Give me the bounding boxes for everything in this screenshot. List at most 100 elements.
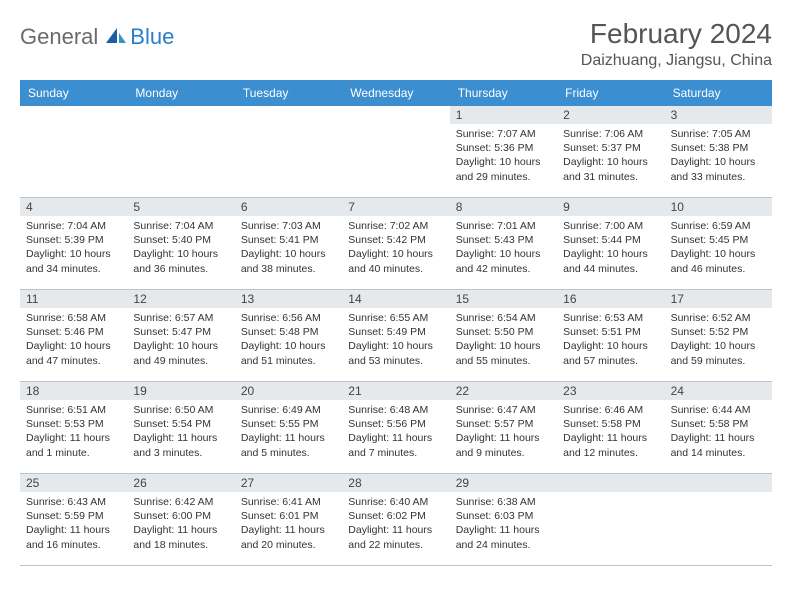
day-number: 27 — [235, 474, 342, 492]
day-info: Sunrise: 7:02 AMSunset: 5:42 PMDaylight:… — [348, 219, 443, 276]
sunset-text: Sunset: 5:47 PM — [133, 325, 228, 339]
sunrise-text: Sunrise: 6:40 AM — [348, 495, 443, 509]
sunset-text: Sunset: 5:39 PM — [26, 233, 121, 247]
day-number: 22 — [450, 382, 557, 400]
day-info: Sunrise: 6:48 AMSunset: 5:56 PMDaylight:… — [348, 403, 443, 460]
sunrise-text: Sunrise: 6:50 AM — [133, 403, 228, 417]
sunset-text: Sunset: 5:44 PM — [563, 233, 658, 247]
calendar-cell — [665, 474, 772, 566]
sunset-text: Sunset: 5:53 PM — [26, 417, 121, 431]
sunrise-text: Sunrise: 6:41 AM — [241, 495, 336, 509]
sunrise-text: Sunrise: 6:56 AM — [241, 311, 336, 325]
calendar-cell: 22Sunrise: 6:47 AMSunset: 5:57 PMDayligh… — [450, 382, 557, 474]
day-info: Sunrise: 6:38 AMSunset: 6:03 PMDaylight:… — [456, 495, 551, 552]
day-info: Sunrise: 7:04 AMSunset: 5:39 PMDaylight:… — [26, 219, 121, 276]
day-info: Sunrise: 6:49 AMSunset: 5:55 PMDaylight:… — [241, 403, 336, 460]
sunset-text: Sunset: 5:56 PM — [348, 417, 443, 431]
calendar-cell: 14Sunrise: 6:55 AMSunset: 5:49 PMDayligh… — [342, 290, 449, 382]
daylight-text: Daylight: 11 hours and 24 minutes. — [456, 523, 551, 551]
sunset-text: Sunset: 5:49 PM — [348, 325, 443, 339]
sunset-text: Sunset: 6:01 PM — [241, 509, 336, 523]
day-info: Sunrise: 6:46 AMSunset: 5:58 PMDaylight:… — [563, 403, 658, 460]
day-number: 8 — [450, 198, 557, 216]
calendar-cell: 26 Sunrise: 6:42 AMSunset: 6:00 PMDayligh… — [127, 474, 234, 566]
day-number: 3 — [665, 106, 772, 124]
weekday-label: Friday — [557, 80, 664, 106]
page-header: General Blue February 2024 Daizhuang, Ji… — [20, 18, 772, 70]
sunset-text: Sunset: 5:54 PM — [133, 417, 228, 431]
calendar-cell — [557, 474, 664, 566]
calendar-cell: 15Sunrise: 6:54 AMSunset: 5:50 PMDayligh… — [450, 290, 557, 382]
daylight-text: Daylight: 11 hours and 18 minutes. — [133, 523, 228, 551]
page-location: Daizhuang, Jiangsu, China — [581, 52, 772, 70]
daylight-text: Daylight: 11 hours and 3 minutes. — [133, 431, 228, 459]
calendar-cell: . — [235, 106, 342, 198]
calendar-cell: 25 Sunrise: 6:43 AMSunset: 5:59 PMDayligh… — [20, 474, 127, 566]
daylight-text: Daylight: 10 hours and 59 minutes. — [671, 339, 766, 367]
sunset-text: Sunset: 5:41 PM — [241, 233, 336, 247]
sunrise-text: Sunrise: 6:55 AM — [348, 311, 443, 325]
sunset-text: Sunset: 5:57 PM — [456, 417, 551, 431]
sunrise-text: Sunrise: 6:43 AM — [26, 495, 121, 509]
calendar-cell: 6Sunrise: 7:03 AMSunset: 5:41 PMDaylight… — [235, 198, 342, 290]
day-number: 26 — [127, 474, 234, 492]
day-info: Sunrise: 6:42 AMSunset: 6:00 PMDaylight:… — [133, 495, 228, 552]
day-info: Sunrise: 7:00 AMSunset: 5:44 PMDaylight:… — [563, 219, 658, 276]
daylight-text: Daylight: 11 hours and 16 minutes. — [26, 523, 121, 551]
sunrise-text: Sunrise: 7:02 AM — [348, 219, 443, 233]
daylight-text: Daylight: 11 hours and 5 minutes. — [241, 431, 336, 459]
page-title: February 2024 — [581, 18, 772, 50]
day-info: Sunrise: 6:50 AMSunset: 5:54 PMDaylight:… — [133, 403, 228, 460]
day-number: 25 — [20, 474, 127, 492]
calendar-cell: 9Sunrise: 7:00 AMSunset: 5:44 PMDaylight… — [557, 198, 664, 290]
sunset-text: Sunset: 5:43 PM — [456, 233, 551, 247]
calendar-cell: 24Sunrise: 6:44 AMSunset: 5:58 PMDayligh… — [665, 382, 772, 474]
day-info: Sunrise: 6:51 AMSunset: 5:53 PMDaylight:… — [26, 403, 121, 460]
daylight-text: Daylight: 10 hours and 51 minutes. — [241, 339, 336, 367]
calendar-cell: 20Sunrise: 6:49 AMSunset: 5:55 PMDayligh… — [235, 382, 342, 474]
sunset-text: Sunset: 5:45 PM — [671, 233, 766, 247]
day-info: Sunrise: 6:54 AMSunset: 5:50 PMDaylight:… — [456, 311, 551, 368]
sunrise-text: Sunrise: 6:48 AM — [348, 403, 443, 417]
day-info: Sunrise: 6:43 AMSunset: 5:59 PMDaylight:… — [26, 495, 121, 552]
daylight-text: Daylight: 10 hours and 36 minutes. — [133, 247, 228, 275]
sunrise-text: Sunrise: 6:44 AM — [671, 403, 766, 417]
sunset-text: Sunset: 5:52 PM — [671, 325, 766, 339]
day-info: Sunrise: 6:53 AMSunset: 5:51 PMDaylight:… — [563, 311, 658, 368]
day-number: 5 — [127, 198, 234, 216]
day-info: Sunrise: 7:01 AMSunset: 5:43 PMDaylight:… — [456, 219, 551, 276]
day-number: 2 — [557, 106, 664, 124]
title-block: February 2024 Daizhuang, Jiangsu, China — [581, 18, 772, 70]
daylight-text: Daylight: 11 hours and 14 minutes. — [671, 431, 766, 459]
daylight-text: Daylight: 11 hours and 1 minute. — [26, 431, 121, 459]
weekday-label: Saturday — [665, 80, 772, 106]
day-info: Sunrise: 6:58 AMSunset: 5:46 PMDaylight:… — [26, 311, 121, 368]
sunrise-text: Sunrise: 6:49 AM — [241, 403, 336, 417]
daylight-text: Daylight: 11 hours and 22 minutes. — [348, 523, 443, 551]
daylight-text: Daylight: 11 hours and 12 minutes. — [563, 431, 658, 459]
day-number: 18 — [20, 382, 127, 400]
sunset-text: Sunset: 5:58 PM — [563, 417, 658, 431]
sunrise-text: Sunrise: 6:51 AM — [26, 403, 121, 417]
daylight-text: Daylight: 10 hours and 44 minutes. — [563, 247, 658, 275]
sunset-text: Sunset: 6:00 PM — [133, 509, 228, 523]
calendar-cell: . — [20, 106, 127, 198]
sunrise-text: Sunrise: 6:46 AM — [563, 403, 658, 417]
day-info: Sunrise: 7:05 AMSunset: 5:38 PMDaylight:… — [671, 127, 766, 184]
day-number: 11 — [20, 290, 127, 308]
daylight-text: Daylight: 10 hours and 34 minutes. — [26, 247, 121, 275]
brand-logo: General Blue — [20, 18, 174, 50]
calendar-cell: . — [127, 106, 234, 198]
calendar-cell: 10Sunrise: 6:59 AMSunset: 5:45 PMDayligh… — [665, 198, 772, 290]
daylight-text: Daylight: 11 hours and 9 minutes. — [456, 431, 551, 459]
brand-text-general: General — [20, 24, 98, 50]
calendar-cell: 11 Sunrise: 6:58 AMSunset: 5:46 PMDayligh… — [20, 290, 127, 382]
sunrise-text: Sunrise: 6:59 AM — [671, 219, 766, 233]
day-info: Sunrise: 7:04 AMSunset: 5:40 PMDaylight:… — [133, 219, 228, 276]
brand-text-blue: Blue — [130, 24, 174, 50]
calendar-cell: 17Sunrise: 6:52 AMSunset: 5:52 PMDayligh… — [665, 290, 772, 382]
calendar-cell: 2Sunrise: 7:06 AMSunset: 5:37 PMDaylight… — [557, 106, 664, 198]
daylight-text: Daylight: 10 hours and 33 minutes. — [671, 155, 766, 183]
calendar-cell: 1Sunrise: 7:07 AMSunset: 5:36 PMDaylight… — [450, 106, 557, 198]
day-number: 7 — [342, 198, 449, 216]
